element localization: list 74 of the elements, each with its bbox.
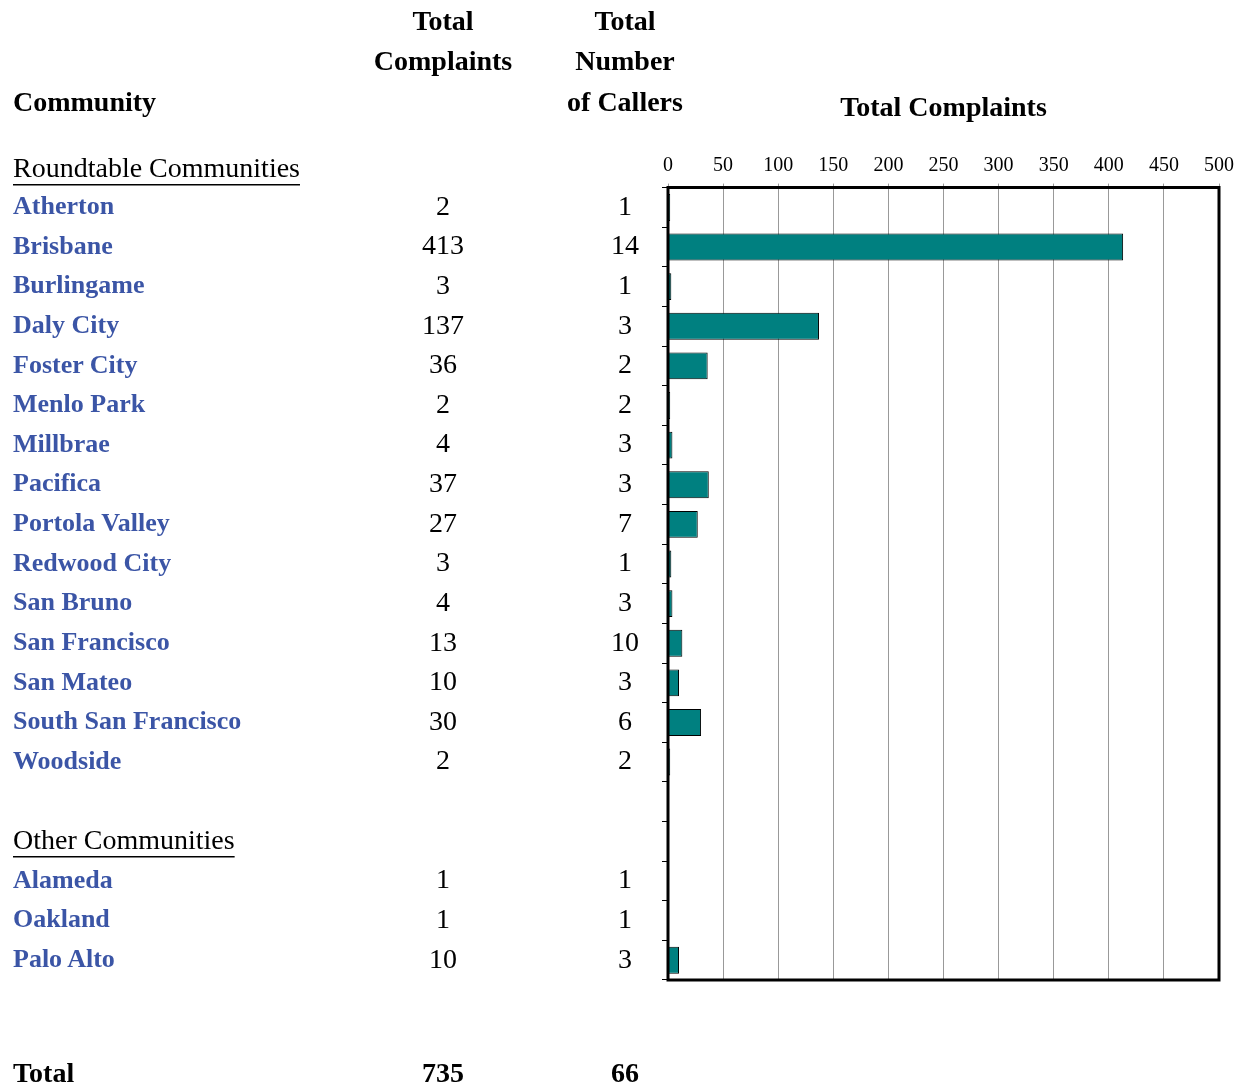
data-label: 1 xyxy=(436,902,450,934)
y-tick-label: South San Francisco xyxy=(13,706,242,736)
y-tick-label: San Mateo xyxy=(13,666,133,696)
data-label: 137 xyxy=(422,308,464,340)
x2-tick-label: 500 xyxy=(1204,152,1234,175)
text: Total Number of Callers xyxy=(567,5,684,118)
x2-tick-label: 250 xyxy=(928,152,959,175)
x2-tick-label: 100 xyxy=(763,152,794,175)
x2-tick-label: 50 xyxy=(713,152,734,175)
text: Total Complaints xyxy=(373,5,513,77)
y-tick-label: Woodside xyxy=(13,745,122,775)
text: 1 xyxy=(618,902,632,934)
y-tick-label: Portola Valley xyxy=(13,508,170,538)
y-tick-label: Brisbane xyxy=(13,230,113,260)
text: 2 xyxy=(618,348,632,380)
data-label: 10 xyxy=(429,665,457,697)
data-label: 4 xyxy=(436,585,450,617)
text: 7 xyxy=(618,506,632,538)
data-label: 413 xyxy=(422,229,464,261)
text: 2 xyxy=(618,387,632,419)
text: 3 xyxy=(618,467,632,499)
text: Total xyxy=(13,1057,75,1089)
text: 10 xyxy=(611,625,639,657)
data-label: 36 xyxy=(429,348,457,380)
y-tick-label: Daly City xyxy=(13,309,120,339)
text: 6 xyxy=(618,704,632,736)
text: Community xyxy=(13,86,157,118)
data-label: 4 xyxy=(436,427,450,459)
text: 1 xyxy=(618,863,632,895)
data-label: 1 xyxy=(436,863,450,895)
x2-axis-title: Total Complaints xyxy=(840,91,1047,123)
y-tick-label: Atherton xyxy=(13,191,115,221)
text: 3 xyxy=(618,942,632,974)
text: 1 xyxy=(618,546,632,578)
x2-tick-label: 400 xyxy=(1093,152,1124,175)
x2-tick-label: 0 xyxy=(663,152,673,175)
text: 3 xyxy=(618,585,632,617)
data-label: 2 xyxy=(436,387,450,419)
y-tick-label: Millbrae xyxy=(13,428,110,458)
x2-tick-label: 350 xyxy=(1038,152,1069,175)
text: 3 xyxy=(618,308,632,340)
data-label: 27 xyxy=(429,506,457,538)
text: 1 xyxy=(618,189,632,221)
text: 3 xyxy=(618,665,632,697)
text: 14 xyxy=(611,229,639,261)
x2-tick-label: 300 xyxy=(983,152,1014,175)
y-tick-label: Redwood City xyxy=(13,547,172,577)
text: Other Communities xyxy=(13,824,235,856)
y-tick-label: Oakland xyxy=(13,904,111,934)
data-label: 2 xyxy=(436,744,450,776)
y-tick-label: San Francisco xyxy=(13,626,170,656)
y-tick-label: Menlo Park xyxy=(13,389,146,419)
data-label: 3 xyxy=(436,546,450,578)
text: 3 xyxy=(618,427,632,459)
x2-tick-label: 450 xyxy=(1148,152,1179,175)
data-label: 37 xyxy=(429,467,457,499)
text: 2 xyxy=(618,744,632,776)
y-tick-label: Burlingame xyxy=(13,270,145,300)
text: 66 xyxy=(611,1057,639,1089)
text: 1 xyxy=(618,269,632,301)
data-label: 2 xyxy=(436,189,450,221)
data-label: 30 xyxy=(429,704,457,736)
y-tick-label: Alameda xyxy=(13,864,113,894)
y-tick-label: Pacifica xyxy=(13,468,102,498)
data-label: 3 xyxy=(436,269,450,301)
y-tick-label: Foster City xyxy=(13,349,138,379)
y-tick-label: San Bruno xyxy=(13,587,133,617)
y-tick-label: Palo Alto xyxy=(13,943,115,973)
text: 735 xyxy=(422,1057,464,1089)
data-label: 10 xyxy=(429,942,457,974)
text: Roundtable Communities xyxy=(13,152,300,184)
x2-tick-label: 150 xyxy=(818,152,849,175)
data-label: 13 xyxy=(429,625,457,657)
x2-tick-label: 200 xyxy=(873,152,904,175)
